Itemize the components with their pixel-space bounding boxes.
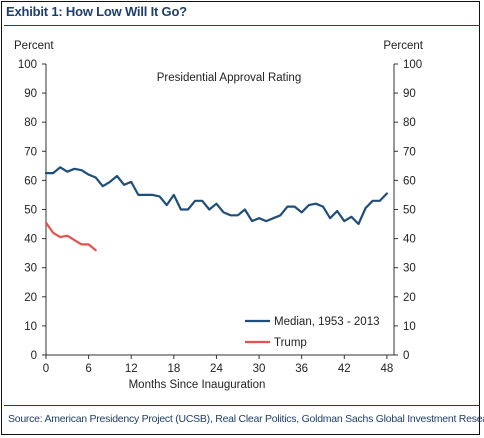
x-tick-label: 12 (125, 363, 138, 375)
series-line-trump (44, 221, 97, 252)
left-y-tick-label: 60 (24, 175, 37, 187)
left-y-tick-label: 0 (31, 350, 37, 362)
right-y-tick-label: 0 (403, 350, 409, 362)
approval-chart: Percent Percent Presidential Approval Ra… (14, 40, 424, 391)
left-y-tick-label: 20 (24, 292, 37, 304)
left-y-tick-label: 100 (18, 59, 37, 71)
chart-title: Presidential Approval Rating (157, 72, 301, 84)
right-y-tick-label: 60 (403, 175, 416, 187)
source-divider (4, 405, 480, 406)
x-tick-label: 6 (85, 363, 91, 375)
x-tick-label: 24 (210, 363, 223, 375)
right-y-tick-label: 80 (403, 117, 416, 129)
legend-label-trump: Trump (274, 337, 307, 349)
x-tick-label: 30 (253, 363, 266, 375)
legend: Median, 1953 - 2013 Trump (245, 316, 380, 349)
left-y-tick-label: 30 (24, 263, 37, 275)
left-y-tick-label: 90 (24, 88, 37, 100)
title-divider (4, 25, 480, 26)
x-tick-label: 0 (43, 363, 49, 375)
left-y-tick-label: 50 (24, 205, 37, 217)
x-tick-label: 18 (167, 363, 180, 375)
right-y-tick-label: 70 (403, 146, 416, 158)
left-y-tick-label: 10 (24, 321, 37, 333)
x-tick-label: 36 (295, 363, 308, 375)
right-y-tick-label: 50 (403, 205, 416, 217)
right-y-tick-label: 30 (403, 263, 416, 275)
left-y-tick-label: 70 (24, 146, 37, 158)
left-axis-unit-label: Percent (14, 40, 54, 52)
left-y-tick-label: 40 (24, 234, 37, 246)
series-line-median (44, 166, 388, 226)
exhibit-title: Exhibit 1: How Low Will It Go? (6, 4, 187, 19)
left-y-tick-label: 80 (24, 117, 37, 129)
series-group (44, 166, 388, 252)
right-y-tick-label: 20 (403, 292, 416, 304)
right-y-tick-label: 90 (403, 88, 416, 100)
right-y-tick-label: 10 (403, 321, 416, 333)
right-y-tick-label: 40 (403, 234, 416, 246)
right-axis-unit-label: Percent (383, 40, 423, 52)
x-axis-label: Months Since Inauguration (129, 379, 266, 391)
source-note: Source: American Presidency Project (UCS… (8, 413, 484, 425)
right-y-tick-label: 100 (403, 59, 422, 71)
x-tick-label: 48 (380, 363, 393, 375)
x-tick-label: 42 (338, 363, 351, 375)
legend-label-median: Median, 1953 - 2013 (274, 316, 380, 328)
